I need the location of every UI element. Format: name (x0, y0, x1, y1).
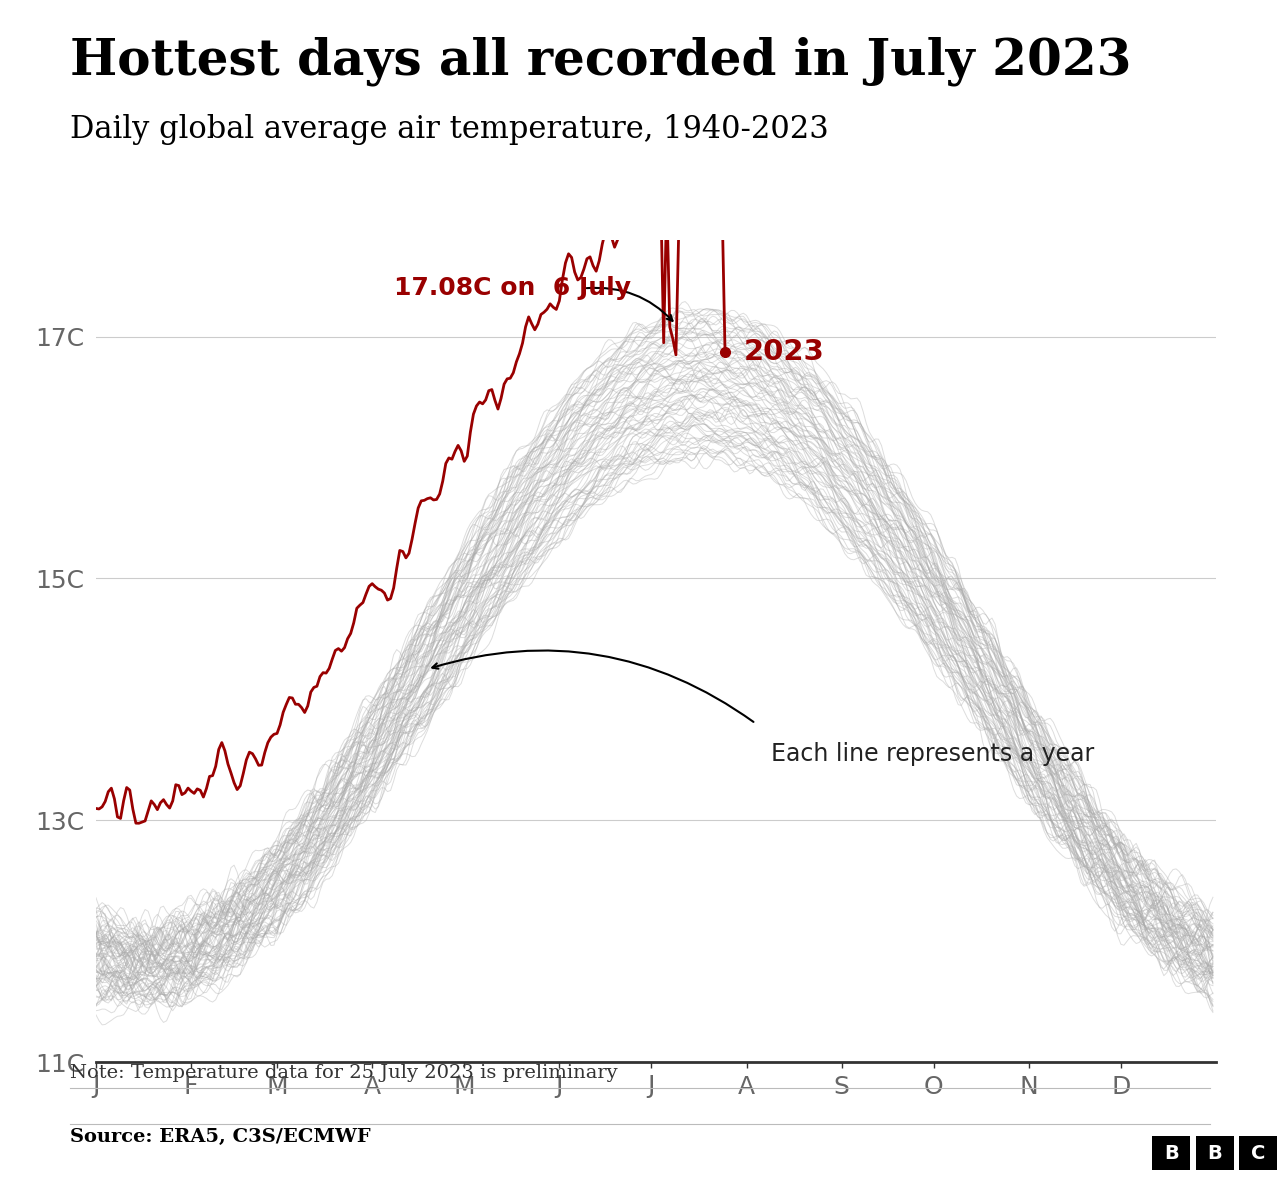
Text: B: B (1164, 1144, 1179, 1163)
Text: 2023: 2023 (744, 338, 824, 366)
Text: C: C (1251, 1144, 1266, 1163)
Text: Hottest days all recorded in July 2023: Hottest days all recorded in July 2023 (70, 36, 1132, 85)
Text: Each line represents a year: Each line represents a year (771, 742, 1094, 766)
Text: 17.08C on  6 July: 17.08C on 6 July (394, 276, 631, 300)
Text: Source: ERA5, C3S/ECMWF: Source: ERA5, C3S/ECMWF (70, 1128, 371, 1146)
Text: B: B (1207, 1144, 1222, 1163)
Text: Daily global average air temperature, 1940-2023: Daily global average air temperature, 19… (70, 114, 829, 145)
Text: Note: Temperature data for 25 July 2023 is preliminary: Note: Temperature data for 25 July 2023 … (70, 1064, 618, 1082)
